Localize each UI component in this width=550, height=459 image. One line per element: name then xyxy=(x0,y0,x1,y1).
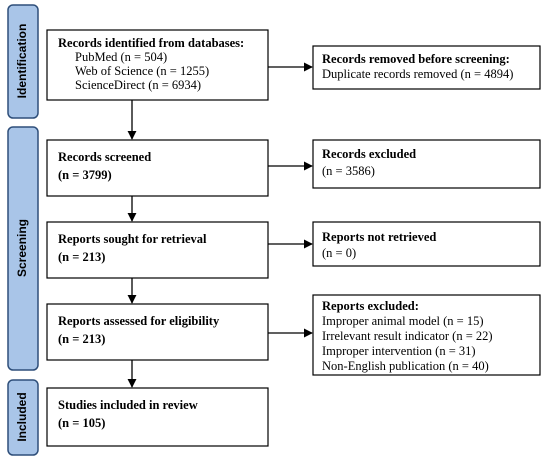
box-line: (n = 105) xyxy=(58,416,105,430)
box-title: Reports assessed for eligibility xyxy=(58,314,220,328)
box-line: (n = 213) xyxy=(58,250,105,264)
box-title: Reports sought for retrieval xyxy=(58,232,207,246)
phase-label: Screening xyxy=(15,219,29,277)
box-line: Duplicate records removed (n = 4894) xyxy=(322,67,513,81)
box-title: Records screened xyxy=(58,150,151,164)
box xyxy=(46,387,269,447)
phase-box xyxy=(7,379,39,456)
main-boxes: Records identified from databases: PubMe… xyxy=(46,29,269,447)
phase-box xyxy=(7,4,39,119)
box-line: Non-English publication (n = 40) xyxy=(322,359,489,373)
box xyxy=(312,45,541,90)
box xyxy=(46,29,269,101)
phase-label: Identification xyxy=(15,24,29,99)
box xyxy=(46,303,269,361)
box-title: Records identified from databases: xyxy=(58,36,244,50)
box-line: PubMed (n = 504) xyxy=(75,50,167,64)
box-line: Improper animal model (n = 15) xyxy=(322,314,484,328)
phase-box xyxy=(7,126,39,371)
box-title: Studies included in review xyxy=(58,398,198,412)
box-title: Records removed before screening: xyxy=(322,52,510,66)
phases: Identification Screening Included xyxy=(7,4,39,456)
box-title: Records excluded xyxy=(322,147,416,161)
arrows xyxy=(127,62,313,388)
box-line: Irrelevant result indicator (n = 22) xyxy=(322,329,493,343)
box xyxy=(312,139,541,189)
box-line: Web of Science (n = 1255) xyxy=(75,64,209,78)
side-boxes: Records removed before screening: Duplic… xyxy=(312,45,541,376)
box xyxy=(312,294,541,376)
box-title: Reports not retrieved xyxy=(322,230,436,244)
box-line: Improper intervention (n = 31) xyxy=(322,344,476,358)
box xyxy=(46,139,269,197)
box-title: Reports excluded: xyxy=(322,299,419,313)
box-line: (n = 0) xyxy=(322,246,356,260)
box-line: (n = 3799) xyxy=(58,168,112,182)
box xyxy=(46,221,269,279)
box-line: (n = 3586) xyxy=(322,164,375,178)
phase-label: Included xyxy=(15,392,29,441)
box-line: ScienceDirect (n = 6934) xyxy=(75,78,201,92)
box-line: (n = 213) xyxy=(58,332,105,346)
box xyxy=(312,221,541,267)
